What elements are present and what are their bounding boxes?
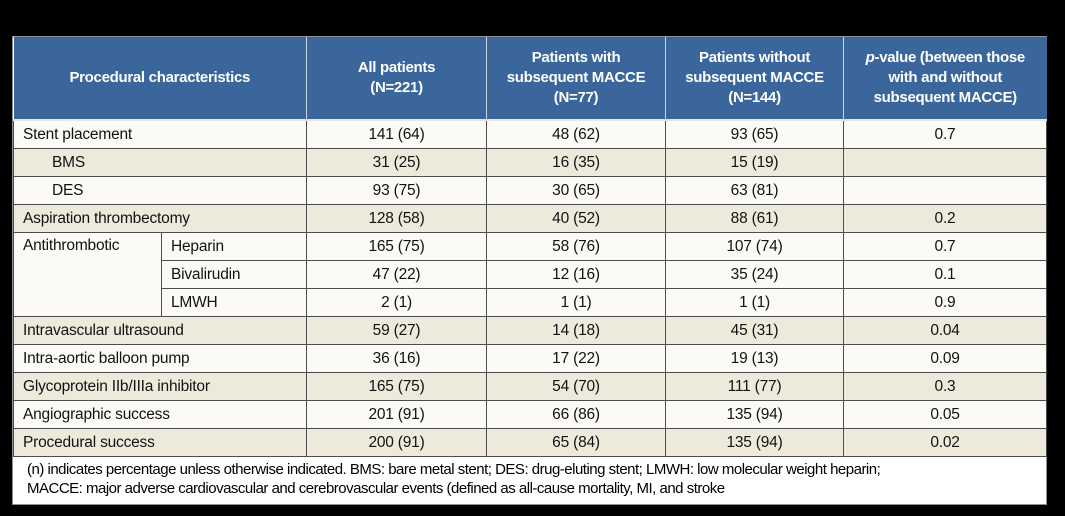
cell-label: Aspiration thrombectomy (12, 204, 308, 233)
cell-p-value: 0.7 (843, 119, 1048, 149)
cell-without-macce: 15 (19) (665, 148, 845, 177)
row-intra-aortic-balloon-pump: Intra-aortic balloon pump 36 (16) 17 (22… (12, 344, 1048, 373)
cell-label: Procedural success (12, 428, 308, 457)
cell-without-macce: 63 (81) (665, 176, 845, 205)
cell-all-patients: 165 (75) (306, 232, 488, 261)
cell-with-macce: 12 (16) (486, 260, 667, 289)
cell-p-value (843, 176, 1048, 205)
cell-sublabel: Heparin (160, 232, 308, 261)
header-row: Procedural characteristics All patients … (13, 37, 1047, 121)
cell-without-macce: 93 (65) (665, 119, 845, 149)
p-value-italic-p: p (865, 49, 875, 66)
cell-all-patients: 201 (91) (306, 400, 488, 429)
cell-with-macce: 65 (84) (486, 428, 667, 457)
cell-with-macce: 58 (76) (486, 232, 667, 261)
cell-label: Stent placement (12, 119, 308, 149)
cell-with-macce: 17 (22) (486, 344, 667, 373)
header-without-macce: Patients without subsequent MACCE (N=144… (665, 37, 845, 121)
cell-p-value: 0.04 (843, 316, 1048, 345)
cell-p-value: 0.2 (843, 204, 1048, 233)
cell-label: DES (12, 176, 308, 205)
header-with-macce: Patients with subsequent MACCE (N=77) (486, 37, 667, 121)
header-p-value: p-value (between those with and without … (843, 37, 1047, 121)
row-antithrombotic-lmwh: LMWH 2 (1) 1 (1) 1 (1) 0.9 (14, 288, 1048, 317)
cell-label: Angiographic success (12, 400, 308, 429)
cell-p-value (843, 148, 1048, 177)
row-des: DES 93 (75) 30 (65) 63 (81) (12, 176, 1048, 205)
cell-p-value: 0.09 (843, 344, 1048, 373)
cell-all-patients: 141 (64) (306, 119, 488, 149)
cell-with-macce: 30 (65) (486, 176, 667, 205)
cell-all-patients: 200 (91) (306, 428, 488, 457)
cell-with-macce: 40 (52) (486, 204, 667, 233)
cell-all-patients: 128 (58) (306, 204, 488, 233)
footnote-line-1: (n) indicates percentage unless otherwis… (27, 461, 881, 478)
cell-all-patients: 2 (1) (306, 288, 488, 317)
cell-p-value: 0.7 (843, 232, 1048, 261)
cell-p-value: 0.3 (843, 372, 1048, 401)
cell-with-macce: 48 (62) (486, 119, 667, 149)
row-antithrombotic-heparin: Antithrombotic Heparin 165 (75) 58 (76) … (13, 232, 1048, 317)
cell-p-value: 0.02 (843, 428, 1048, 457)
cell-all-patients: 93 (75) (306, 176, 488, 205)
cell-with-macce: 54 (70) (486, 372, 667, 401)
cell-label: Intravascular ultrasound (12, 316, 308, 345)
header-procedural-characteristics: Procedural characteristics (13, 37, 308, 121)
cell-all-patients: 47 (22) (306, 260, 488, 289)
cell-without-macce: 1 (1) (665, 288, 845, 317)
cell-label: Intra-aortic balloon pump (12, 344, 308, 373)
cell-label: BMS (12, 148, 308, 177)
cell-p-value: 0.1 (843, 260, 1048, 289)
footnote-line-2: MACCE: major adverse cardiovascular and … (27, 480, 725, 497)
row-intravascular-ultrasound: Intravascular ultrasound 59 (27) 14 (18)… (12, 316, 1048, 345)
cell-with-macce: 1 (1) (486, 288, 667, 317)
cell-all-patients: 31 (25) (306, 148, 488, 177)
cell-without-macce: 135 (94) (665, 428, 845, 457)
cell-group-antithrombotic: Antithrombotic (13, 232, 162, 317)
row-glycoprotein-inhibitor: Glycoprotein IIb/IIIa inhibitor 165 (75)… (12, 372, 1048, 401)
procedural-characteristics-table-frame: Procedural characteristics All patients … (12, 36, 1048, 505)
row-aspiration-thrombectomy: Aspiration thrombectomy 128 (58) 40 (52)… (12, 204, 1048, 233)
header-all-patients: All patients (N=221) (306, 37, 488, 121)
cell-with-macce: 66 (86) (486, 400, 667, 429)
cell-without-macce: 88 (61) (665, 204, 845, 233)
cell-without-macce: 107 (74) (665, 232, 845, 261)
table-footnote: (n) indicates percentage unless otherwis… (13, 457, 1046, 504)
cell-label: Glycoprotein IIb/IIIa inhibitor (12, 372, 308, 401)
row-angiographic-success: Angiographic success 201 (91) 66 (86) 13… (12, 400, 1048, 429)
cell-all-patients: 165 (75) (306, 372, 488, 401)
cell-with-macce: 16 (35) (486, 148, 667, 177)
cell-without-macce: 135 (94) (665, 400, 845, 429)
row-procedural-success: Procedural success 200 (91) 65 (84) 135 … (12, 428, 1048, 457)
cell-sublabel: Bivalirudin (160, 260, 308, 289)
procedural-characteristics-table: Procedural characteristics All patients … (12, 37, 1048, 457)
row-antithrombotic-bivalirudin: Bivalirudin 47 (22) 12 (16) 35 (24) 0.1 (14, 260, 1048, 289)
cell-p-value: 0.9 (843, 288, 1048, 317)
cell-without-macce: 111 (77) (665, 372, 845, 401)
cell-without-macce: 35 (24) (665, 260, 845, 289)
row-bms: BMS 31 (25) 16 (35) 15 (19) (12, 148, 1048, 177)
cell-with-macce: 14 (18) (486, 316, 667, 345)
cell-all-patients: 59 (27) (306, 316, 488, 345)
cell-without-macce: 45 (31) (665, 316, 845, 345)
cell-without-macce: 19 (13) (665, 344, 845, 373)
cell-all-patients: 36 (16) (306, 344, 488, 373)
p-value-rest: -value (between those with and without s… (873, 49, 1026, 106)
row-stent-placement: Stent placement 141 (64) 48 (62) 93 (65)… (12, 119, 1048, 149)
cell-p-value: 0.05 (843, 400, 1048, 429)
cell-sublabel: LMWH (160, 288, 308, 317)
